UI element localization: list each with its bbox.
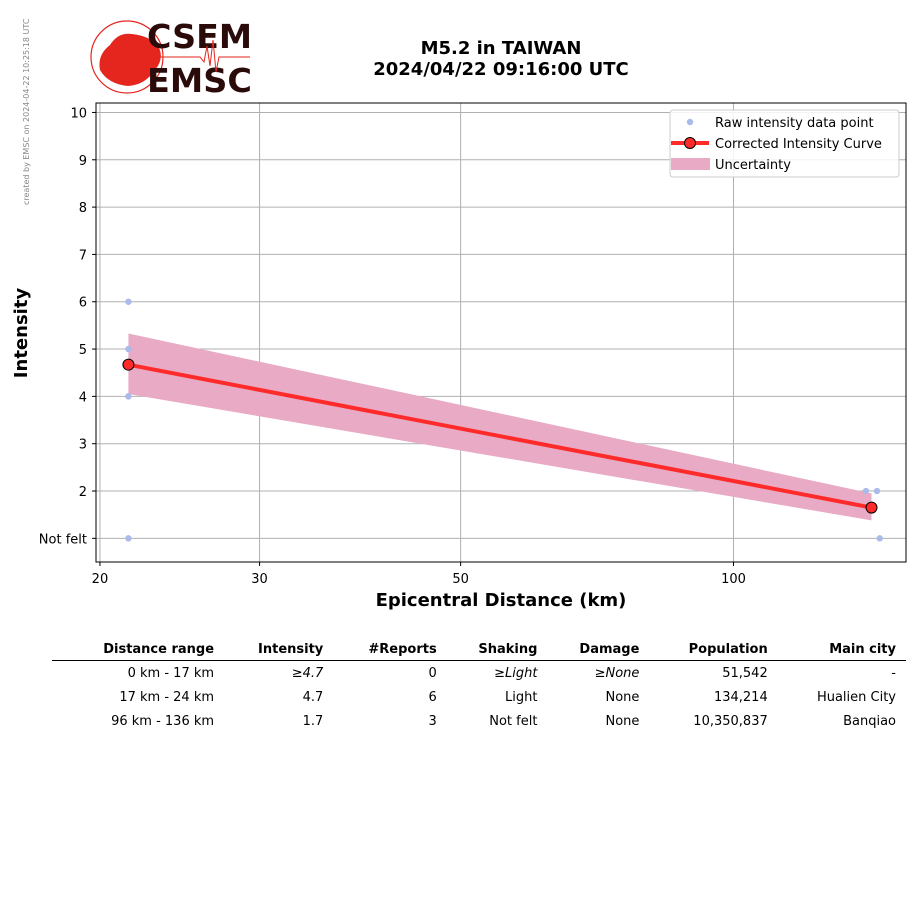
table-header-cell: Distance range [52, 640, 225, 661]
logo-text-csem: CSEM [147, 17, 252, 56]
y-tick-label: 7 [79, 248, 87, 263]
legend-entry-label: Corrected Intensity Curve [715, 137, 882, 152]
plot-frame [95, 102, 907, 563]
emsc-logo: CSEM EMSC [90, 17, 252, 100]
table-cell: 6 [428, 689, 437, 705]
title-line-2: 2024/04/22 09:16:00 UTC [373, 59, 629, 80]
table-cell: None [605, 713, 640, 729]
intensity-chart: CSEM EMSC 20 30 50 100 Not felt 2 3 4 5 6 7 8 9 10 Ra… [11, 17, 907, 611]
y-tick-label: 8 [79, 201, 87, 216]
logo-text-emsc: EMSC [147, 61, 252, 100]
table-cell: Not felt [489, 713, 538, 729]
raw-data-point [125, 393, 132, 400]
table-cell: None [605, 689, 640, 705]
table-cell: 0 [428, 665, 437, 681]
table-cell: 51,542 [722, 665, 768, 681]
y-tick-label: 4 [79, 390, 87, 405]
raw-data-point [862, 487, 870, 495]
table-cell: Light [504, 689, 538, 705]
table-header-cell: Intensity [224, 640, 334, 661]
y-tick-label: 10 [70, 106, 87, 121]
corrected-intensity-line [126, 362, 874, 510]
table-header-row: Distance range Intensity #Reports Shaking Da… [52, 640, 906, 661]
y-tick-label: Not felt [39, 532, 87, 547]
curve-marker [122, 358, 135, 371]
axis-ticks: 20 30 50 100 Not felt 2 3 4 5 6 7 8 9 10 [39, 106, 746, 587]
legend-entry-label: Uncertainty [715, 158, 791, 173]
table-row: 96 km - 136 km 1.7 3 Not felt None 10,350,837… [52, 709, 906, 733]
europe-map-shape [99, 33, 161, 86]
intensity-summary-table: Distance range Intensity #Reports Shaking Da… [52, 640, 906, 733]
chart-title: M5.2 in TAIWAN 2024/04/22 09:16:00 UTC [300, 38, 702, 80]
x-tick-label: 20 [92, 572, 109, 587]
table-cell: Hualien City [816, 689, 896, 705]
y-tick-label: 2 [79, 485, 87, 500]
legend-entry-label: Raw intensity data point [715, 116, 874, 131]
y-tick-label: 9 [79, 154, 87, 169]
raw-data-point [125, 298, 132, 305]
table-row: 0 km - 17 km ≥4.7 0 ≥Light ≥None 51,542 - [52, 661, 906, 686]
table-cell: ≥None [594, 665, 640, 681]
legend-curve-marker [684, 137, 696, 149]
seismogram-line [150, 39, 250, 73]
y-tick-label: 3 [79, 438, 87, 453]
title-line-1: M5.2 in TAIWAN [420, 38, 582, 59]
raw-data-point [876, 535, 883, 542]
x-tick-label: 30 [251, 572, 268, 587]
table-cell: ≥4.7 [291, 665, 324, 681]
table-cell: 0 km - 17 km [127, 665, 215, 681]
raw-data-point [125, 535, 132, 542]
y-tick-label: 5 [79, 343, 87, 358]
x-tick-label: 100 [721, 572, 746, 587]
x-axis-label: Epicentral Distance (km) [376, 590, 627, 611]
uncertainty-band [128, 333, 872, 521]
table-cell: 96 km - 136 km [111, 713, 215, 729]
y-axis-label: Intensity [11, 288, 32, 379]
chart-legend: Raw intensity data point Corrected Intens… [669, 109, 900, 178]
table-body: 0 km - 17 km ≥4.7 0 ≥Light ≥None 51,542 - 17 km… [52, 661, 906, 734]
uncertainty-layer [128, 333, 872, 521]
table-row: 17 km - 24 km 4.7 6 Light None 134,214 Hualien… [52, 685, 906, 709]
table-header-cell: Shaking [446, 640, 548, 661]
table-cell: - [891, 665, 896, 681]
curve-layer [122, 358, 878, 514]
table-cell: Banqiao [843, 713, 896, 729]
legend-raw-point-swatch [686, 118, 694, 126]
legend-band-swatch [671, 158, 710, 170]
raw-data-point [873, 487, 881, 495]
table-cell: ≥Light [494, 665, 538, 681]
table-header-cell: Population [649, 640, 778, 661]
legend-box [669, 109, 900, 178]
table-header-cell: Damage [547, 640, 650, 661]
y-tick-label: 6 [79, 296, 87, 311]
curve-marker [865, 501, 878, 514]
table-cell: 1.7 [302, 713, 324, 729]
table-cell: 134,214 [713, 689, 768, 705]
table-header-cell: #Reports [333, 640, 447, 661]
table-cell: 10,350,837 [693, 713, 768, 729]
table-cell: 4.7 [302, 689, 324, 705]
table-cell: 3 [428, 713, 437, 729]
x-tick-label: 50 [452, 572, 469, 587]
table-cell: 17 km - 24 km [119, 689, 215, 705]
raw-data-point [125, 345, 132, 353]
raw-points-layer [125, 298, 883, 542]
table-header-cell: Main city [777, 640, 906, 661]
